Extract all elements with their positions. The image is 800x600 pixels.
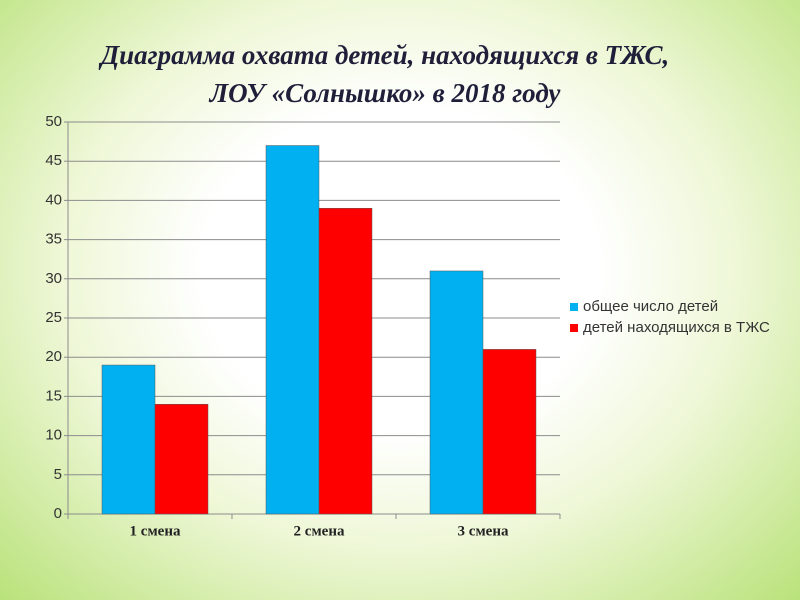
y-tick-label: 10 xyxy=(45,427,62,444)
bar xyxy=(318,207,373,515)
legend-swatch xyxy=(570,303,578,311)
chart-title: ЛОУ «Солнышко» в 2018 году xyxy=(209,78,562,108)
legend-label: общее число детей xyxy=(583,298,719,315)
legend-entry: общее число детей xyxy=(570,296,792,317)
legend-entry: детей находящихся в ТЖС xyxy=(570,317,792,338)
y-tick-label: 25 xyxy=(45,309,62,326)
y-tick-label: 15 xyxy=(45,387,62,404)
y-tick-label: 30 xyxy=(45,270,62,287)
legend-swatch xyxy=(570,324,578,332)
y-tick-label: 35 xyxy=(45,231,62,248)
y-tick-label: 40 xyxy=(45,191,62,208)
bar xyxy=(429,270,484,515)
y-tick-label: 0 xyxy=(54,505,62,522)
x-tick-label: 3 смена xyxy=(458,523,509,539)
y-tick-label: 50 xyxy=(45,113,62,130)
bar xyxy=(482,349,537,515)
y-tick-label: 45 xyxy=(45,152,62,169)
x-tick-label: 1 смена xyxy=(130,523,181,539)
bar xyxy=(154,403,209,515)
legend: общее число детей детей находящихся в ТЖС xyxy=(570,296,792,338)
chart-title: Диаграмма охвата детей, находящихся в ТЖ… xyxy=(98,40,670,70)
y-tick-label: 20 xyxy=(45,348,62,365)
bar xyxy=(101,364,156,515)
x-tick-label: 2 смена xyxy=(294,523,345,539)
y-tick-label: 5 xyxy=(54,466,62,483)
bar xyxy=(265,145,320,515)
legend-label: детей находящихся в ТЖС xyxy=(583,319,770,336)
